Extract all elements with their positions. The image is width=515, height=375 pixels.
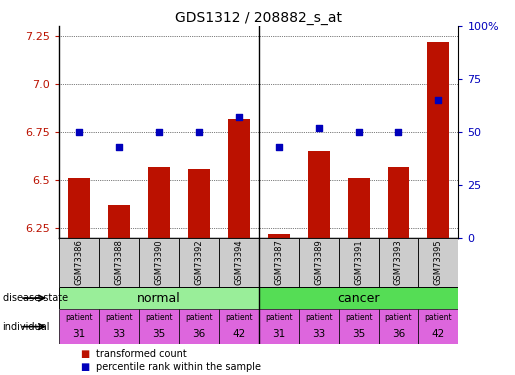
Bar — [259, 287, 458, 309]
Bar — [139, 238, 179, 287]
Bar — [108, 206, 130, 238]
Text: 35: 35 — [152, 329, 166, 339]
Text: 36: 36 — [392, 329, 405, 339]
Text: normal: normal — [137, 292, 181, 304]
Text: 42: 42 — [432, 329, 445, 339]
Bar — [179, 238, 219, 287]
Bar — [427, 42, 450, 238]
Point — [195, 129, 203, 135]
Bar — [387, 167, 409, 238]
Bar — [268, 234, 290, 238]
Point — [394, 129, 403, 135]
Text: cancer: cancer — [337, 292, 380, 304]
Text: patient: patient — [145, 314, 173, 322]
Text: patient: patient — [105, 314, 133, 322]
Point — [155, 129, 163, 135]
Bar — [219, 309, 259, 344]
Text: individual: individual — [3, 322, 50, 332]
Bar — [59, 238, 99, 287]
Bar — [259, 309, 299, 344]
Text: 31: 31 — [73, 329, 86, 339]
Text: ■: ■ — [80, 350, 89, 359]
Bar — [188, 169, 210, 238]
Point — [235, 114, 243, 120]
Text: patient: patient — [345, 314, 372, 322]
Point — [274, 144, 283, 150]
Bar — [348, 178, 370, 238]
Text: patient: patient — [385, 314, 413, 322]
Bar — [68, 178, 90, 238]
Bar — [299, 309, 339, 344]
Point — [75, 129, 83, 135]
Bar — [418, 309, 458, 344]
Text: 33: 33 — [312, 329, 325, 339]
Text: transformed count: transformed count — [96, 350, 187, 359]
Text: GSM73393: GSM73393 — [394, 240, 403, 285]
Text: 33: 33 — [112, 329, 126, 339]
Text: GSM73389: GSM73389 — [314, 240, 323, 285]
Bar — [307, 152, 330, 238]
Text: GSM73392: GSM73392 — [195, 240, 203, 285]
Text: GSM73395: GSM73395 — [434, 240, 443, 285]
Point — [115, 144, 123, 150]
Text: patient: patient — [424, 314, 452, 322]
Text: 31: 31 — [272, 329, 285, 339]
Bar — [59, 287, 259, 309]
Text: percentile rank within the sample: percentile rank within the sample — [96, 362, 261, 372]
Text: GSM73386: GSM73386 — [75, 240, 83, 285]
Bar — [228, 119, 250, 238]
Text: 42: 42 — [232, 329, 246, 339]
Bar — [148, 167, 170, 238]
Text: GSM73391: GSM73391 — [354, 240, 363, 285]
Text: 35: 35 — [352, 329, 365, 339]
Bar — [379, 309, 418, 344]
Point — [315, 125, 323, 131]
Bar — [99, 238, 139, 287]
Bar — [139, 309, 179, 344]
Text: disease state: disease state — [3, 293, 67, 303]
Text: GSM73388: GSM73388 — [115, 240, 124, 285]
Text: GSM73394: GSM73394 — [234, 240, 243, 285]
Text: patient: patient — [185, 314, 213, 322]
Text: patient: patient — [265, 314, 293, 322]
Bar — [299, 238, 339, 287]
Text: patient: patient — [305, 314, 333, 322]
Title: GDS1312 / 208882_s_at: GDS1312 / 208882_s_at — [175, 11, 342, 25]
Text: patient: patient — [65, 314, 93, 322]
Text: patient: patient — [225, 314, 253, 322]
Text: ■: ■ — [80, 362, 89, 372]
Point — [434, 98, 442, 104]
Bar — [379, 238, 418, 287]
Bar — [339, 238, 379, 287]
Text: GSM73387: GSM73387 — [274, 240, 283, 285]
Point — [354, 129, 363, 135]
Bar — [259, 238, 299, 287]
Bar — [418, 238, 458, 287]
Bar — [99, 309, 139, 344]
Bar — [179, 309, 219, 344]
Bar — [219, 238, 259, 287]
Text: 36: 36 — [192, 329, 205, 339]
Bar — [59, 309, 99, 344]
Text: GSM73390: GSM73390 — [154, 240, 163, 285]
Bar — [339, 309, 379, 344]
